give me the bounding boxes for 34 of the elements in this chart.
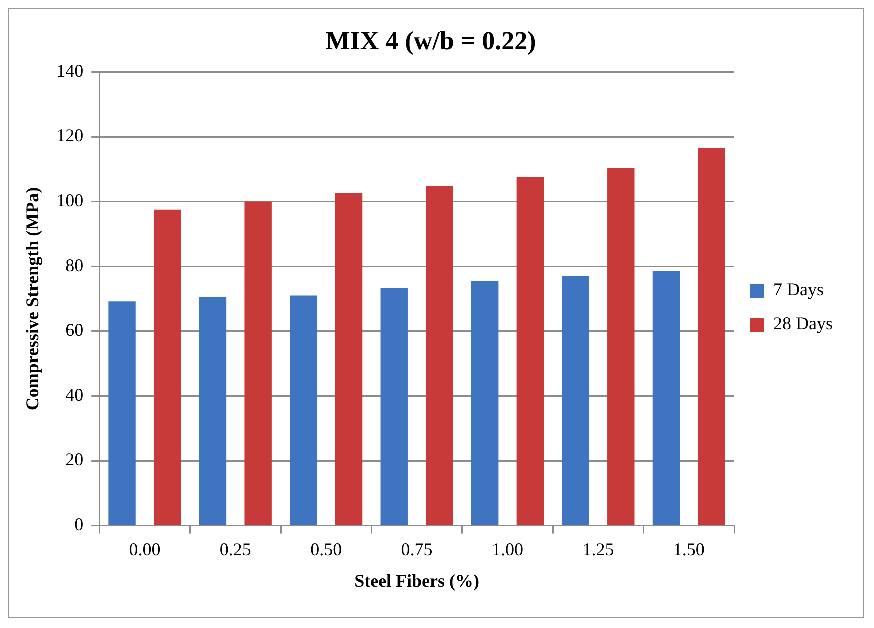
x-tick-label: 1.25 bbox=[582, 539, 614, 560]
y-tick-label: 120 bbox=[56, 126, 84, 146]
x-tick-label: 1.50 bbox=[673, 539, 705, 560]
bar bbox=[290, 296, 318, 526]
bar bbox=[244, 202, 272, 526]
y-tick-label: 60 bbox=[66, 320, 84, 340]
y-tick-label: 140 bbox=[56, 60, 84, 81]
x-tick-label: 0.00 bbox=[129, 539, 161, 560]
legend-label: 28 Days bbox=[774, 314, 834, 334]
y-tick-label: 40 bbox=[66, 384, 84, 405]
bar bbox=[380, 288, 408, 526]
y-tick-label: 80 bbox=[66, 255, 84, 276]
y-axis-title: Compressive Strength (MPa) bbox=[22, 187, 42, 411]
bar bbox=[698, 148, 726, 526]
bar bbox=[608, 168, 635, 526]
bar bbox=[108, 302, 136, 526]
x-axis-title: Steel Fibers (%) bbox=[354, 570, 480, 591]
bar bbox=[652, 271, 680, 526]
y-tick-label: 0 bbox=[74, 514, 84, 535]
legend-label: 7 Days bbox=[774, 280, 824, 300]
x-tick-label: 0.75 bbox=[401, 539, 433, 560]
bar bbox=[516, 178, 544, 526]
bar bbox=[199, 297, 227, 526]
bar bbox=[154, 210, 182, 526]
x-tick-label: 0.25 bbox=[220, 539, 252, 560]
bar bbox=[426, 186, 454, 526]
bar bbox=[471, 282, 499, 526]
chart-title: MIX 4 (w/b = 0.22) bbox=[326, 26, 536, 56]
bar bbox=[562, 276, 590, 526]
x-tick-label: 1.00 bbox=[492, 539, 524, 560]
y-tick-label: 100 bbox=[56, 190, 84, 211]
y-tick-label: 20 bbox=[66, 450, 84, 470]
bar bbox=[335, 193, 363, 526]
x-tick-label: 0.50 bbox=[310, 539, 342, 560]
